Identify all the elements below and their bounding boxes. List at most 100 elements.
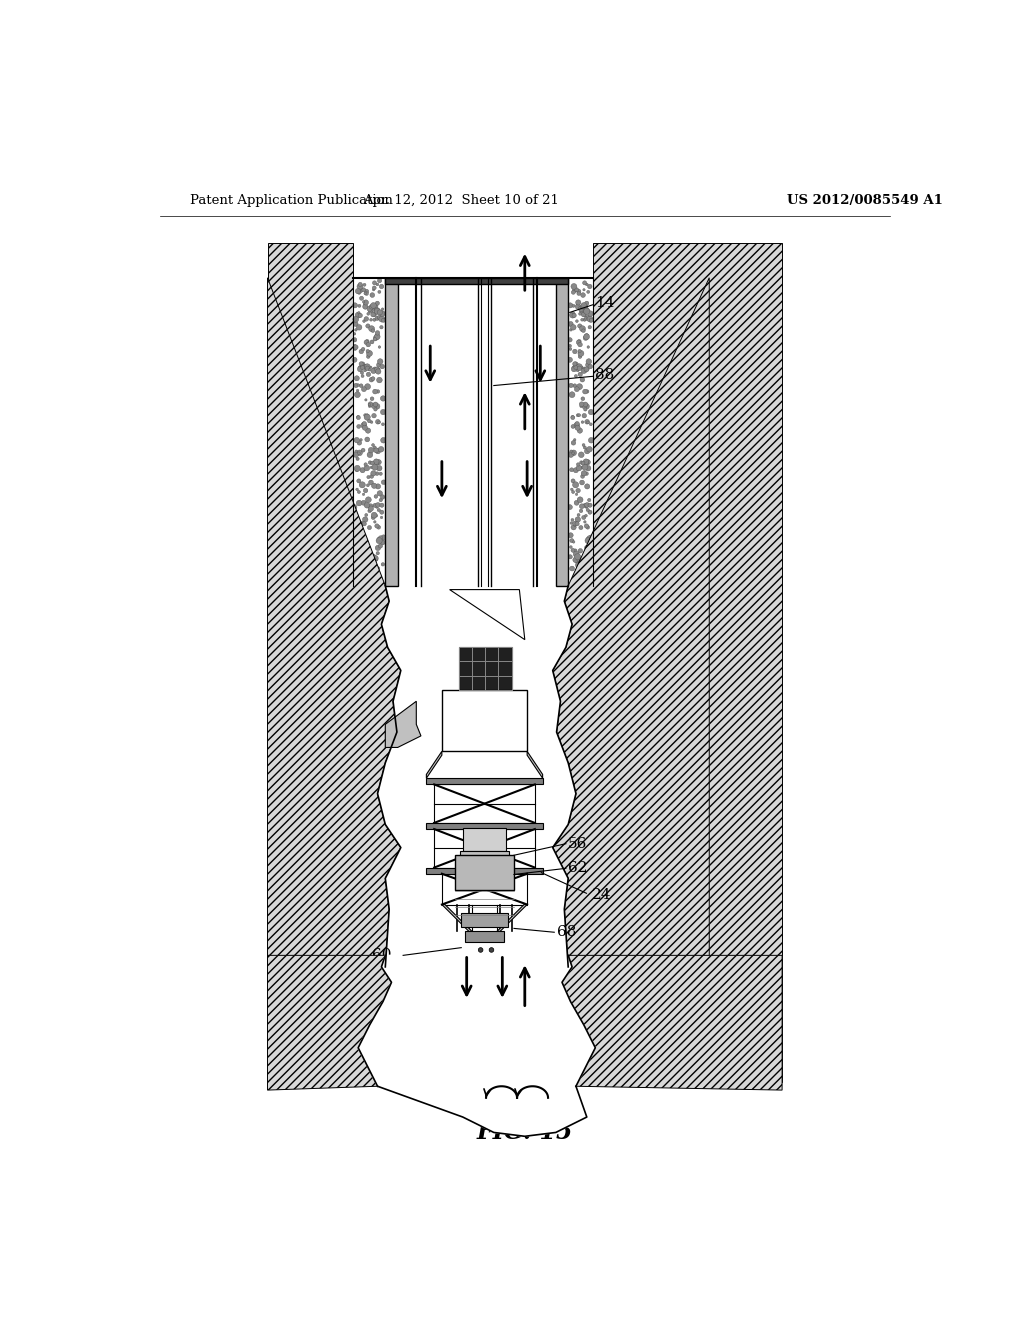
Circle shape [578,372,583,376]
Circle shape [583,318,586,321]
Circle shape [570,325,577,330]
Circle shape [377,566,380,570]
Circle shape [580,504,585,508]
Circle shape [362,304,368,309]
Circle shape [366,366,370,371]
Circle shape [571,425,574,429]
Circle shape [585,545,590,550]
Circle shape [567,358,572,362]
Circle shape [573,524,577,527]
Circle shape [364,364,368,370]
Circle shape [583,459,589,465]
Circle shape [581,474,585,478]
Circle shape [364,543,368,546]
Circle shape [575,304,581,309]
Circle shape [569,450,572,453]
Circle shape [580,309,585,313]
Circle shape [361,347,365,351]
Circle shape [360,371,364,375]
Circle shape [369,309,373,313]
Circle shape [370,366,372,368]
Polygon shape [378,586,575,966]
Circle shape [584,309,590,314]
Text: Apr. 12, 2012  Sheet 10 of 21: Apr. 12, 2012 Sheet 10 of 21 [364,194,559,207]
Bar [455,855,514,890]
Circle shape [580,326,586,331]
Circle shape [379,499,382,502]
Circle shape [579,451,584,458]
Circle shape [374,308,380,313]
Circle shape [585,471,589,475]
Circle shape [568,451,573,458]
Circle shape [372,444,375,446]
Circle shape [571,524,577,529]
Circle shape [568,533,573,537]
Circle shape [358,282,362,286]
Bar [556,277,568,586]
Circle shape [585,301,589,305]
Circle shape [381,409,386,414]
Circle shape [356,548,360,552]
Circle shape [587,346,590,348]
Circle shape [574,288,579,292]
Circle shape [364,368,367,372]
Circle shape [577,341,581,345]
Circle shape [368,510,372,512]
Circle shape [364,465,370,471]
Circle shape [578,413,581,417]
Circle shape [582,403,587,409]
Circle shape [583,281,587,285]
Circle shape [376,420,380,424]
Circle shape [354,392,360,397]
Text: Patent Application Publication: Patent Application Publication [190,194,393,207]
Circle shape [353,451,358,458]
Circle shape [374,335,379,341]
Circle shape [583,554,586,557]
Circle shape [358,313,362,318]
Circle shape [377,315,382,319]
Circle shape [354,329,357,331]
Circle shape [372,413,376,418]
Circle shape [582,471,587,477]
Circle shape [580,378,585,381]
Circle shape [380,495,385,499]
Circle shape [578,366,582,371]
Circle shape [372,554,376,557]
Circle shape [570,488,573,491]
Circle shape [359,557,365,562]
Circle shape [573,362,579,367]
Circle shape [366,428,371,433]
Circle shape [365,364,371,370]
Circle shape [375,557,378,561]
Circle shape [357,531,360,535]
Circle shape [588,510,592,515]
Circle shape [579,306,584,312]
Circle shape [356,416,359,418]
Circle shape [568,383,573,388]
Polygon shape [442,904,472,932]
Circle shape [353,533,358,537]
Circle shape [361,540,366,545]
Circle shape [371,471,376,477]
Circle shape [360,550,366,557]
Circle shape [357,384,359,387]
Circle shape [379,315,385,322]
Circle shape [573,366,578,370]
Circle shape [582,368,587,374]
Polygon shape [450,590,524,640]
Circle shape [358,366,362,370]
Circle shape [580,510,583,512]
Circle shape [354,383,358,388]
Circle shape [357,290,361,294]
Circle shape [373,318,376,321]
Circle shape [373,286,376,290]
Circle shape [370,474,374,478]
Circle shape [584,334,590,339]
Circle shape [573,549,578,552]
Circle shape [572,557,579,562]
Circle shape [366,323,370,329]
Circle shape [355,521,357,524]
Circle shape [366,339,369,343]
Circle shape [581,302,587,309]
Circle shape [587,537,589,540]
